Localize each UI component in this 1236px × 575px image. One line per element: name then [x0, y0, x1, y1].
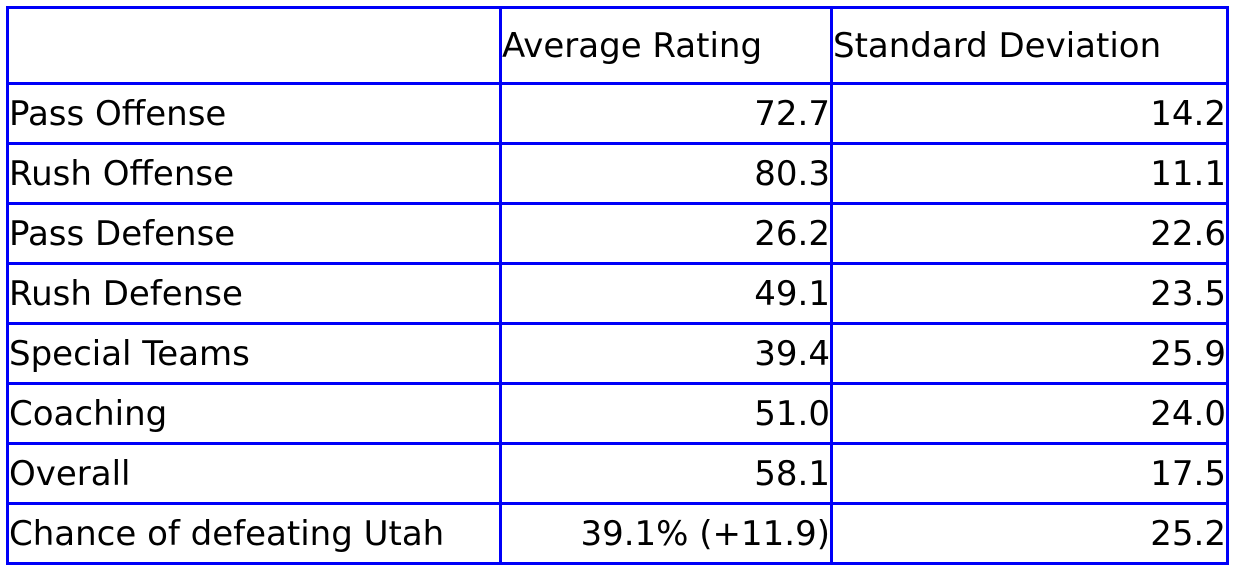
standard-deviation-value: 23.5 — [830, 262, 1229, 325]
standard-deviation-value: 22.6 — [830, 202, 1229, 265]
table-row-coaching: Coaching 51.0 24.0 — [6, 382, 1229, 445]
average-rating-value: 39.1% (+11.9) — [499, 502, 833, 565]
standard-deviation-value: 11.1 — [830, 142, 1229, 205]
average-rating-value: 51.0 — [499, 382, 833, 445]
row-label: Rush Defense — [6, 262, 502, 325]
table-row-rush-defense: Rush Defense 49.1 23.5 — [6, 262, 1229, 325]
table-header: Average Rating Standard Deviation — [6, 6, 1229, 85]
header-cell-average-rating: Average Rating — [499, 6, 833, 85]
table-row-pass-offense: Pass Offense 72.7 14.2 — [6, 82, 1229, 145]
standard-deviation-value: 24.0 — [830, 382, 1229, 445]
standard-deviation-value: 17.5 — [830, 442, 1229, 505]
header-cell-standard-deviation: Standard Deviation — [830, 6, 1229, 85]
average-rating-value: 39.4 — [499, 322, 833, 385]
table-row-chance-of-defeating-utah: Chance of defeating Utah 39.1% (+11.9) 2… — [6, 502, 1229, 565]
table-row-rush-offense: Rush Offense 80.3 11.1 — [6, 142, 1229, 205]
average-rating-value: 49.1 — [499, 262, 833, 325]
row-label: Chance of defeating Utah — [6, 502, 502, 565]
average-rating-value: 26.2 — [499, 202, 833, 265]
table-row-special-teams: Special Teams 39.4 25.9 — [6, 322, 1229, 385]
table-row-pass-defense: Pass Defense 26.2 22.6 — [6, 202, 1229, 265]
table-body: Pass Offense 72.7 14.2 Rush Offense 80.3… — [6, 82, 1229, 565]
row-label: Overall — [6, 442, 502, 505]
row-label: Special Teams — [6, 322, 502, 385]
average-rating-value: 58.1 — [499, 442, 833, 505]
average-rating-value: 72.7 — [499, 82, 833, 145]
row-label: Coaching — [6, 382, 502, 445]
ratings-table: Average Rating Standard Deviation Pass O… — [6, 6, 1229, 565]
standard-deviation-value: 25.9 — [830, 322, 1229, 385]
table-row-overall: Overall 58.1 17.5 — [6, 442, 1229, 505]
standard-deviation-value: 14.2 — [830, 82, 1229, 145]
row-label: Rush Offense — [6, 142, 502, 205]
row-label: Pass Defense — [6, 202, 502, 265]
row-label: Pass Offense — [6, 82, 502, 145]
header-cell-empty — [6, 6, 502, 85]
average-rating-value: 80.3 — [499, 142, 833, 205]
standard-deviation-value: 25.2 — [830, 502, 1229, 565]
header-row: Average Rating Standard Deviation — [6, 6, 1229, 85]
